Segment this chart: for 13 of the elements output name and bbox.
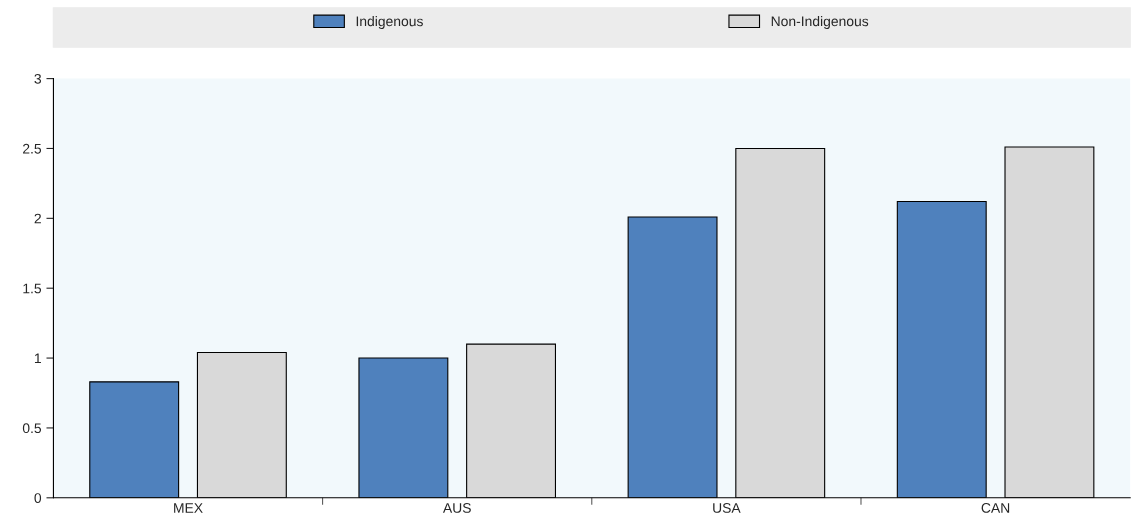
y-tick-label: 1: [34, 353, 41, 364]
y-tick-label: 0: [34, 493, 42, 503]
x-tick-label: MEX: [174, 503, 203, 513]
y-tick-label: 3: [34, 73, 42, 84]
x-tick-label: USA: [713, 503, 741, 513]
y-tick-label: 1.5: [23, 283, 42, 294]
y-tick-label: 2.5: [23, 143, 42, 154]
x-tick-label: AUS: [442, 503, 471, 513]
x-tick-label: CAN: [981, 503, 1010, 513]
y-tick-label: 0.5: [22, 423, 42, 434]
legend-label: Non-Indigenous: [771, 16, 869, 29]
legend-label: Indigenous: [356, 16, 423, 29]
y-tick-label: 2: [34, 213, 41, 224]
